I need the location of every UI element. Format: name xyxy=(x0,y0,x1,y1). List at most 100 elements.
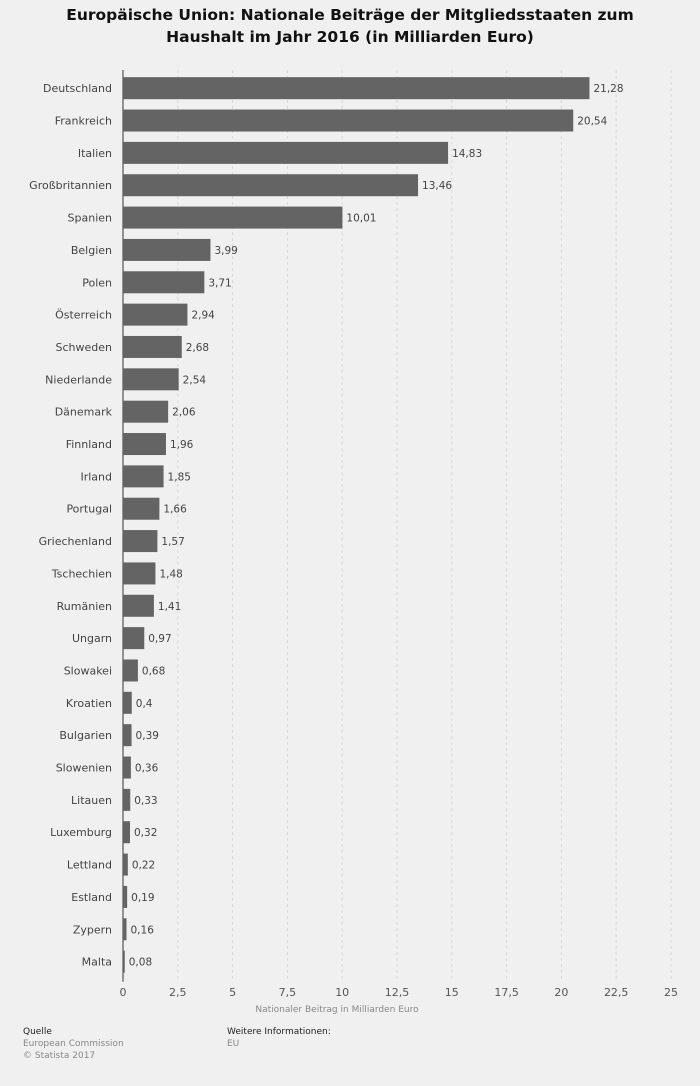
category-label: Zypern xyxy=(73,923,112,936)
category-label: Litauen xyxy=(71,794,112,807)
bar xyxy=(123,465,164,488)
value-label: 20,54 xyxy=(577,116,607,128)
bar xyxy=(123,756,131,779)
bar xyxy=(123,400,169,423)
value-label: 2,06 xyxy=(172,407,196,419)
value-label: 2,68 xyxy=(186,342,209,354)
chart-title-line-1: Europäische Union: Nationale Beiträge de… xyxy=(66,6,634,24)
value-label: 0,4 xyxy=(136,698,153,710)
value-label: 10,01 xyxy=(346,213,376,225)
category-label: Deutschland xyxy=(43,82,112,95)
bar xyxy=(123,368,179,391)
value-label: 1,57 xyxy=(161,536,184,548)
category-label: Irland xyxy=(80,470,112,483)
x-tick-label: 7,5 xyxy=(279,986,297,999)
x-tick-label: 17,5 xyxy=(494,986,519,999)
x-tick-label: 12,5 xyxy=(385,986,410,999)
bar xyxy=(123,950,125,973)
info-value: EU xyxy=(227,1039,240,1049)
value-label: 2,54 xyxy=(183,374,207,386)
x-tick-label: 5 xyxy=(229,986,236,999)
category-label: Slowenien xyxy=(56,762,112,775)
value-label: 0,16 xyxy=(131,924,155,936)
value-label: 3,99 xyxy=(214,245,237,257)
bar xyxy=(123,77,590,100)
copyright: © Statista 2017 xyxy=(23,1051,96,1061)
bar xyxy=(123,885,128,908)
value-label: 3,71 xyxy=(208,277,231,289)
x-tick-label: 2,5 xyxy=(169,986,187,999)
bar xyxy=(123,788,131,811)
x-tick-label: 25 xyxy=(664,986,678,999)
source-heading: Quelle xyxy=(23,1027,52,1037)
category-label: Dänemark xyxy=(55,406,113,419)
category-label: Kroatien xyxy=(66,697,112,710)
bar xyxy=(123,174,419,197)
category-label: Spanien xyxy=(68,212,113,225)
category-label: Tschechien xyxy=(51,567,112,580)
x-tick-label: 20 xyxy=(554,986,568,999)
category-label: Österreich xyxy=(55,309,112,322)
value-label: 0,68 xyxy=(142,665,165,677)
bar xyxy=(123,562,156,585)
category-label: Slowakei xyxy=(64,664,112,677)
value-label: 0,32 xyxy=(134,827,157,839)
bar xyxy=(123,497,160,520)
value-label: 1,85 xyxy=(168,471,191,483)
bar xyxy=(123,821,131,844)
category-label: Frankreich xyxy=(55,115,112,128)
x-tick-label: 0 xyxy=(120,986,127,999)
bar xyxy=(123,853,128,876)
bar xyxy=(123,724,132,747)
category-label: Portugal xyxy=(66,503,112,516)
bar xyxy=(123,433,166,456)
category-label: Schweden xyxy=(56,341,113,354)
category-label: Belgien xyxy=(71,244,112,257)
bar-chart: 0 2,5 5 7,5 10 12,5 15 17,5 20 22,5 25 Deutschland 2… xyxy=(29,70,678,1015)
bar xyxy=(123,141,449,164)
info-heading: Weitere Informationen: xyxy=(227,1027,331,1037)
value-label: 1,48 xyxy=(159,568,182,580)
category-label: Malta xyxy=(82,956,112,969)
value-label: 0,33 xyxy=(134,795,157,807)
category-label: Estland xyxy=(71,891,112,904)
category-label: Finnland xyxy=(66,438,112,451)
footer-source: Quelle European Commission © Statista 20… xyxy=(23,1026,124,1062)
bar xyxy=(123,918,127,941)
value-label: 0,39 xyxy=(136,730,159,742)
category-label: Ungarn xyxy=(72,632,112,645)
category-label: Griechenland xyxy=(39,535,112,548)
value-label: 1,66 xyxy=(163,504,187,516)
bar xyxy=(123,691,132,714)
category-label: Luxemburg xyxy=(50,826,112,839)
chart-title-line-2: Haushalt im Jahr 2016 (in Milliarden Eur… xyxy=(166,28,534,46)
value-label: 0,36 xyxy=(135,763,159,775)
x-axis-label: Nationaler Beitrag in Milliarden Euro xyxy=(255,1005,419,1015)
value-label: 21,28 xyxy=(593,83,623,95)
value-label: 2,94 xyxy=(191,310,215,322)
x-tick-label: 15 xyxy=(445,986,459,999)
value-label: 0,97 xyxy=(148,633,171,645)
footer-info: Weitere Informationen: EU xyxy=(227,1026,331,1050)
x-tick-label: 10 xyxy=(335,986,349,999)
bar xyxy=(123,627,145,650)
value-label: 13,46 xyxy=(422,180,452,192)
value-label: 14,83 xyxy=(452,148,482,160)
category-label: Bulgarien xyxy=(59,729,112,742)
source-name: European Commission xyxy=(23,1039,124,1049)
category-label: Italien xyxy=(78,147,112,160)
category-label: Lettland xyxy=(67,859,112,872)
bar xyxy=(123,303,188,326)
bar xyxy=(123,271,205,294)
category-label: Niederlande xyxy=(45,373,112,386)
category-label: Rumänien xyxy=(57,600,112,613)
value-label: 0,22 xyxy=(132,860,155,872)
value-label: 1,41 xyxy=(158,601,181,613)
bar xyxy=(123,206,343,229)
value-label: 1,96 xyxy=(170,439,194,451)
bar xyxy=(123,530,158,553)
bar xyxy=(123,594,154,617)
category-label: Polen xyxy=(82,276,112,289)
x-tick-label: 22,5 xyxy=(604,986,629,999)
category-label: Großbritannien xyxy=(29,179,112,192)
